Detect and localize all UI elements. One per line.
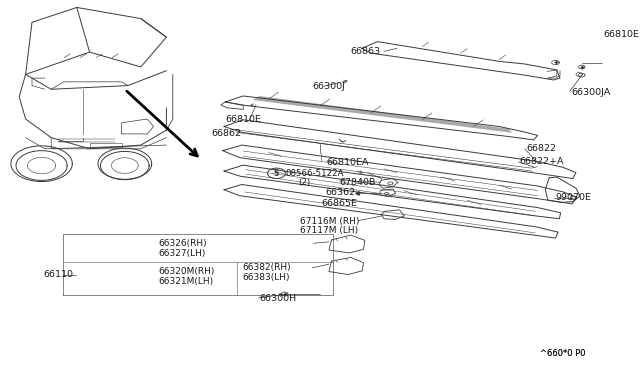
Text: 66863: 66863	[351, 47, 381, 56]
Text: 66382(RH): 66382(RH)	[242, 263, 291, 272]
Text: ^660*0 P0: ^660*0 P0	[540, 349, 586, 358]
Polygon shape	[253, 96, 512, 133]
Text: 66321M(LH): 66321M(LH)	[159, 277, 214, 286]
Text: 66810EA: 66810EA	[326, 158, 369, 167]
Text: ^660*0 P0: ^660*0 P0	[540, 349, 586, 358]
Text: 66300J: 66300J	[312, 82, 345, 91]
Text: 67116M (RH): 67116M (RH)	[300, 217, 359, 226]
Text: S: S	[274, 169, 279, 178]
Text: 66865E: 66865E	[321, 199, 357, 208]
Text: 66810E: 66810E	[225, 115, 261, 124]
Text: 66326(RH): 66326(RH)	[159, 239, 207, 248]
Text: 66383(LH): 66383(LH)	[242, 273, 289, 282]
Text: 67840B: 67840B	[339, 178, 376, 187]
Text: 66822+A: 66822+A	[520, 157, 564, 166]
Text: 08566-5122A: 08566-5122A	[285, 169, 344, 178]
Text: 66822: 66822	[526, 144, 556, 153]
Text: 66810E: 66810E	[603, 30, 639, 39]
Text: 66362: 66362	[325, 188, 355, 197]
Text: 66300H: 66300H	[260, 294, 297, 303]
Text: 66110: 66110	[44, 270, 74, 279]
Text: 66327(LH): 66327(LH)	[159, 249, 206, 258]
Text: 99070E: 99070E	[556, 193, 591, 202]
Text: 67117M (LH): 67117M (LH)	[300, 226, 358, 235]
Text: (2): (2)	[298, 178, 310, 187]
Text: 66862: 66862	[211, 129, 241, 138]
Text: 66320M(RH): 66320M(RH)	[159, 267, 215, 276]
Text: 66300JA: 66300JA	[571, 88, 610, 97]
